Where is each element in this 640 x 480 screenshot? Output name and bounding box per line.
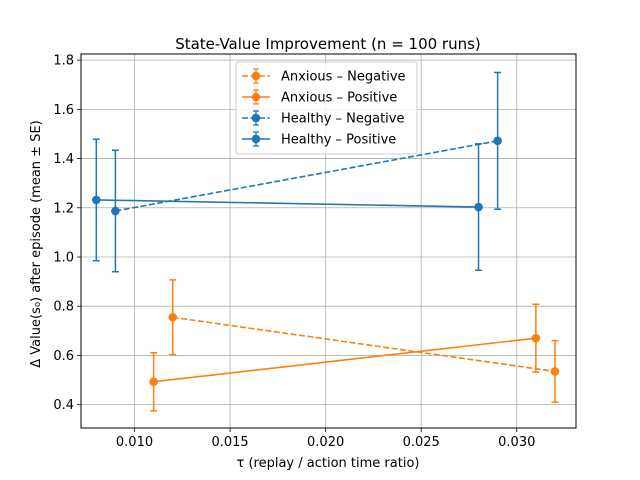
data-point [531, 333, 541, 343]
legend-label: Anxious – Negative [281, 70, 406, 85]
series-group [91, 138, 483, 272]
x-tick-label: 0.030 [498, 435, 535, 450]
chart-title: State-Value Improvement (n = 100 runs) [175, 35, 481, 53]
y-tick-label: 0.4 [53, 398, 74, 413]
x-axis-label: τ (replay / action time ratio) [237, 456, 420, 471]
legend-label: Healthy – Negative [281, 112, 405, 127]
series-group [111, 71, 502, 273]
series-line [96, 199, 479, 208]
y-tick-label: 0.8 [53, 300, 74, 315]
legend-box [235, 61, 418, 155]
y-tick-label: 1.2 [53, 201, 74, 216]
series-group [168, 279, 560, 403]
legend-marker [251, 92, 261, 102]
y-axis-label: Δ Value(s₀) after episode (mean ± SE) [29, 120, 44, 367]
data-point [550, 367, 560, 376]
x-tick-label: 0.020 [307, 435, 344, 450]
axis-ticks: 0.010 0.015 0.020 0.025 0.030 0.4 0.6 0.8 1.0 1.2… [53, 54, 535, 450]
legend-label: Anxious – Positive [281, 91, 397, 106]
data-point [493, 136, 502, 146]
data-point [474, 202, 483, 212]
data-point [168, 312, 178, 322]
data-point [91, 195, 101, 205]
y-tick-label: 0.6 [53, 349, 74, 364]
series-line [153, 337, 536, 383]
legend-marker [251, 113, 261, 123]
x-tick-label: 0.010 [116, 435, 153, 450]
data-series [91, 71, 560, 412]
series-group [149, 303, 541, 412]
plot-area-frame [80, 53, 577, 429]
legend-marker [251, 134, 261, 144]
series-line [115, 140, 498, 212]
x-tick-label: 0.025 [403, 435, 440, 450]
x-tick-label: 0.015 [211, 435, 248, 450]
legend-label: Healthy – Positive [281, 133, 396, 148]
y-tick-label: 1.8 [53, 54, 74, 69]
series-line [172, 316, 556, 373]
legend-marker [251, 71, 261, 81]
y-tick-label: 1.6 [53, 103, 74, 118]
data-point [111, 206, 120, 216]
y-tick-label: 1.4 [53, 152, 74, 167]
legend: Anxious – Negative Anxious – Positive Heal… [235, 61, 418, 155]
y-tick-label: 1.0 [53, 250, 74, 265]
data-point [149, 377, 158, 387]
